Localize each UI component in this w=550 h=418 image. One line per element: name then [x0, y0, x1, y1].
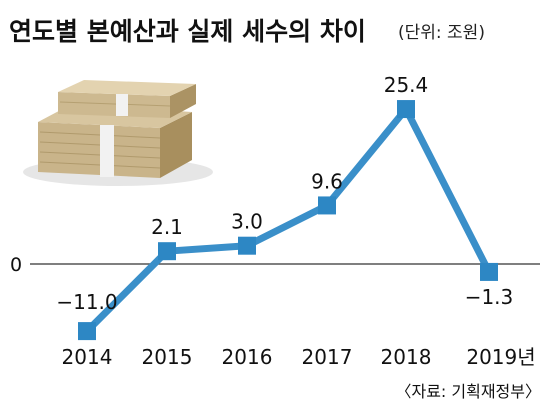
data-label: −1.3 [465, 285, 514, 309]
series-line [84, 105, 493, 334]
data-label: 3.0 [231, 210, 263, 234]
data-label: 25.4 [384, 73, 429, 97]
x-tick-layer: 2014 2015 2016 2017 2018 2019년 [62, 345, 536, 369]
data-point-marker [480, 262, 498, 281]
x-tick-label: 2015 [142, 345, 193, 369]
data-label: 2.1 [151, 215, 183, 239]
data-point-marker [318, 196, 336, 215]
marker-layer [78, 100, 498, 341]
x-tick-label: 2017 [302, 345, 353, 369]
data-label-layer: −11.0 2.1 3.0 9.6 25.4 −1.3 [56, 73, 513, 314]
data-point-marker [158, 242, 176, 261]
money-stack-icon [23, 80, 213, 186]
source-note: 〈자료: 기획재정부〉 [395, 382, 541, 401]
x-tick-label: 2016 [222, 345, 273, 369]
unit-label: (단위: 조원) [398, 23, 485, 43]
data-label: 9.6 [311, 169, 343, 193]
x-tick-label: 2014 [62, 345, 113, 369]
data-point-marker [78, 322, 96, 341]
x-tick-label: 2018 [381, 345, 432, 369]
series-line-layer [84, 105, 493, 334]
x-tick-label: 2019년 [466, 345, 535, 369]
zero-tick-label: 0 [10, 254, 22, 276]
chart-title: 연도별 본예산과 실제 세수의 차이 [9, 17, 366, 46]
data-label: −11.0 [56, 290, 117, 314]
data-point-marker [397, 100, 415, 119]
data-point-marker [238, 236, 256, 255]
